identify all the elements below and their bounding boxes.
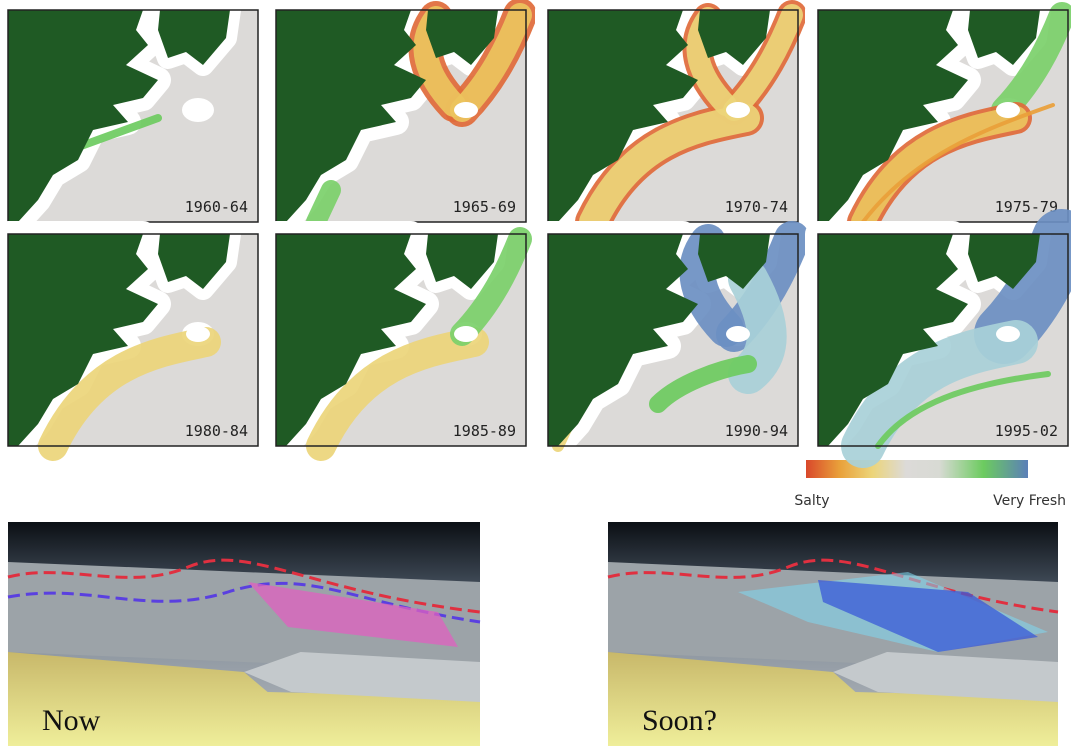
land <box>158 10 230 65</box>
plume <box>38 327 221 461</box>
bank <box>996 326 1020 342</box>
panel-frame <box>547 233 799 447</box>
ground <box>8 652 480 746</box>
land <box>548 234 698 446</box>
land <box>968 234 1040 289</box>
map-panel: 1965-69 <box>263 0 537 235</box>
land <box>548 10 698 222</box>
panel-frame <box>817 233 1069 447</box>
plume <box>306 327 489 461</box>
render: Soon? <box>607 522 1059 746</box>
land <box>276 234 426 446</box>
panel-frame <box>7 233 259 447</box>
land <box>8 234 158 446</box>
plume <box>450 3 532 122</box>
panel-frame <box>275 233 527 447</box>
map-panel: 1975-79 <box>805 0 1071 238</box>
legend-max: Very Fresh <box>993 493 1066 509</box>
plume <box>851 106 1028 234</box>
land <box>698 10 770 65</box>
map-panel: 1995-02 <box>805 209 1071 468</box>
land <box>818 234 968 446</box>
map-panel: 1970-74 <box>535 0 807 240</box>
panel-label: 1965-69 <box>453 198 516 216</box>
plume <box>861 103 1055 224</box>
plume <box>841 320 1038 468</box>
caption: Soon? <box>642 704 717 737</box>
bank <box>186 326 210 342</box>
water-mass <box>248 582 458 647</box>
panel-label: 1975-79 <box>995 198 1058 216</box>
panel-label: 1980-84 <box>185 422 248 440</box>
caption: Now <box>42 704 101 737</box>
current <box>607 558 1059 614</box>
current <box>7 581 481 624</box>
map-panel: 1980-84 <box>0 221 259 461</box>
land <box>426 234 498 289</box>
land <box>968 10 1040 65</box>
land <box>276 10 426 222</box>
legend-min: Salty <box>794 493 829 509</box>
bank <box>726 326 750 342</box>
map-panel: 1960-64 <box>0 0 259 235</box>
map-panel: 1985-89 <box>263 221 532 461</box>
panel-label: 1960-64 <box>185 198 248 216</box>
bank <box>186 102 210 118</box>
ground <box>608 652 1058 746</box>
panel-label: 1990-94 <box>725 422 788 440</box>
slope <box>8 562 480 672</box>
bank <box>454 326 478 342</box>
panel-label: 1970-74 <box>725 198 788 216</box>
land <box>158 234 230 289</box>
cliff <box>833 652 1058 702</box>
land <box>8 10 158 222</box>
render: Now <box>7 522 481 746</box>
bank <box>454 102 478 118</box>
plume <box>875 371 1051 449</box>
plume <box>306 180 341 232</box>
land <box>698 234 770 289</box>
land <box>818 10 968 222</box>
land <box>426 10 498 65</box>
plume <box>991 2 1071 123</box>
plume <box>450 227 532 346</box>
bank <box>996 102 1020 118</box>
current <box>7 558 481 614</box>
panel-label: 1985-89 <box>453 422 516 440</box>
plume <box>649 355 757 413</box>
panel-label: 1995-02 <box>995 422 1058 440</box>
water-mass <box>818 580 1038 652</box>
plume <box>579 104 760 236</box>
plume <box>723 4 803 121</box>
legend-bar <box>806 460 1028 478</box>
cliff <box>244 652 480 702</box>
bank <box>726 102 750 118</box>
map-panel: 1990-94 <box>535 221 810 459</box>
